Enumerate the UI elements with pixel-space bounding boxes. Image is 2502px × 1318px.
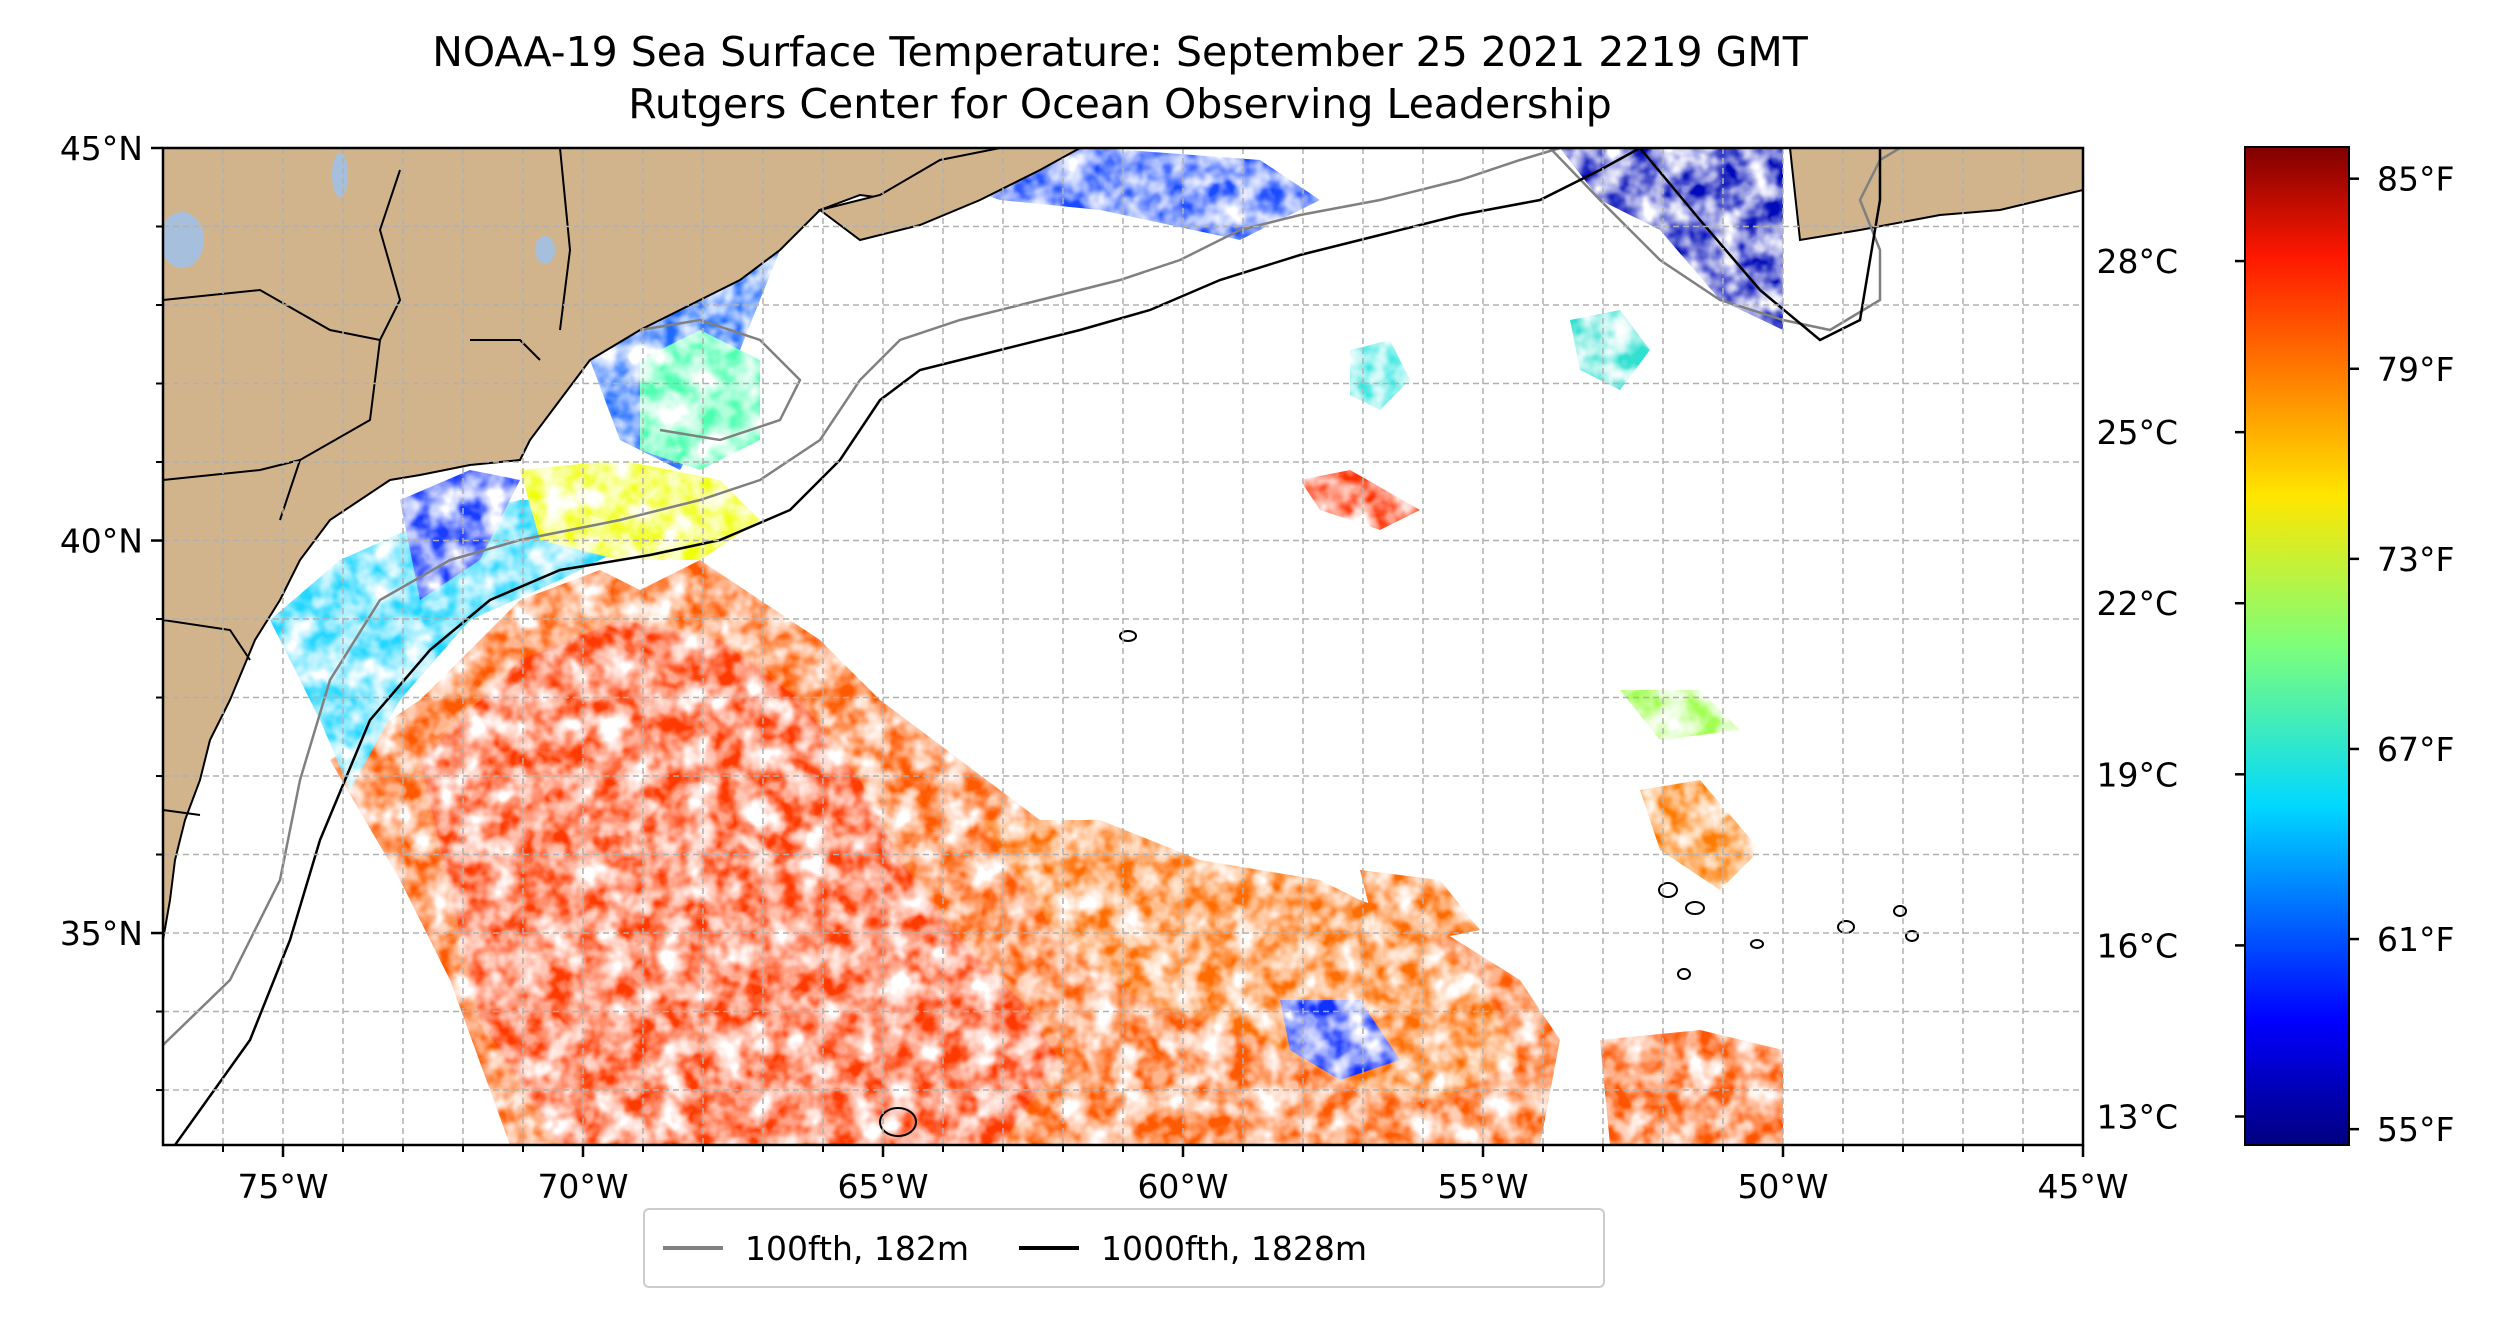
lake-1 (163, 212, 204, 268)
seamount-ring-2 (1119, 630, 1137, 642)
legend-line-100fth (663, 1246, 723, 1250)
seamount-ring-8 (1905, 930, 1919, 942)
map-title: NOAA-19 Sea Surface Temperature: Septemb… (160, 26, 2080, 130)
swath-east-nodata (1783, 148, 2083, 1145)
x-tick-label: 70°W (537, 1167, 628, 1206)
legend-label-100fth: 100fth, 182m (745, 1228, 969, 1268)
seamount-ring-5 (1677, 968, 1691, 980)
land (163, 148, 2083, 941)
y-tick-label: 45°N (60, 129, 143, 168)
seamount-ring-1 (879, 1107, 917, 1137)
land-newfoundland (1788, 148, 2083, 242)
x-axis-ticks: 75°W 70°W 65°W 60°W 55°W 50°W 45°W (222, 1145, 2129, 1206)
y-axis-ticks: 45°N 40°N 35°N (60, 129, 163, 1092)
legend: 100fth, 182m 1000fth, 1828m (643, 1208, 1605, 1288)
seamount-contours (879, 630, 1919, 1137)
seamount-ring-7 (1893, 905, 1907, 917)
contour-100fth-gom (639, 148, 1901, 442)
seamount-ring-4 (1685, 901, 1705, 915)
title-line-2: Rutgers Center for Ocean Observing Leade… (628, 80, 1612, 128)
x-tick-label: 75°W (237, 1167, 328, 1206)
y-tick-label: 40°N (60, 522, 143, 561)
land-nova-scotia (817, 148, 1081, 242)
x-tick-label: 45°W (2037, 1167, 2128, 1206)
legend-line-1000fth (1019, 1246, 1079, 1250)
land-north-america (163, 148, 1051, 941)
contour-100fth (163, 148, 1561, 1046)
legend-item-100fth: 100fth, 182m (657, 1229, 969, 1268)
x-tick-label: 60°W (1137, 1167, 1228, 1206)
x-tick-label: 65°W (837, 1167, 928, 1206)
x-tick-label: 55°W (1437, 1167, 1528, 1206)
contour-1000fth (173, 148, 1641, 1145)
seamount-ring-3 (1658, 882, 1678, 898)
swath-west-nodata (163, 600, 510, 1145)
legend-label-1000fth: 1000fth, 1828m (1101, 1228, 1367, 1268)
seamount-ring-9 (1750, 939, 1764, 949)
x-tick-label: 50°W (1737, 1167, 1828, 1206)
state-borders (163, 148, 572, 816)
y-tick-label: 35°N (60, 914, 143, 953)
lake-2 (332, 153, 348, 197)
contour-1000fth-east (1639, 148, 1882, 342)
lake-3 (535, 236, 555, 264)
title-line-1: NOAA-19 Sea Surface Temperature: Septemb… (432, 28, 1808, 76)
legend-item-1000fth: 1000fth, 1828m (1013, 1229, 1367, 1268)
gridlines (163, 148, 2083, 1145)
